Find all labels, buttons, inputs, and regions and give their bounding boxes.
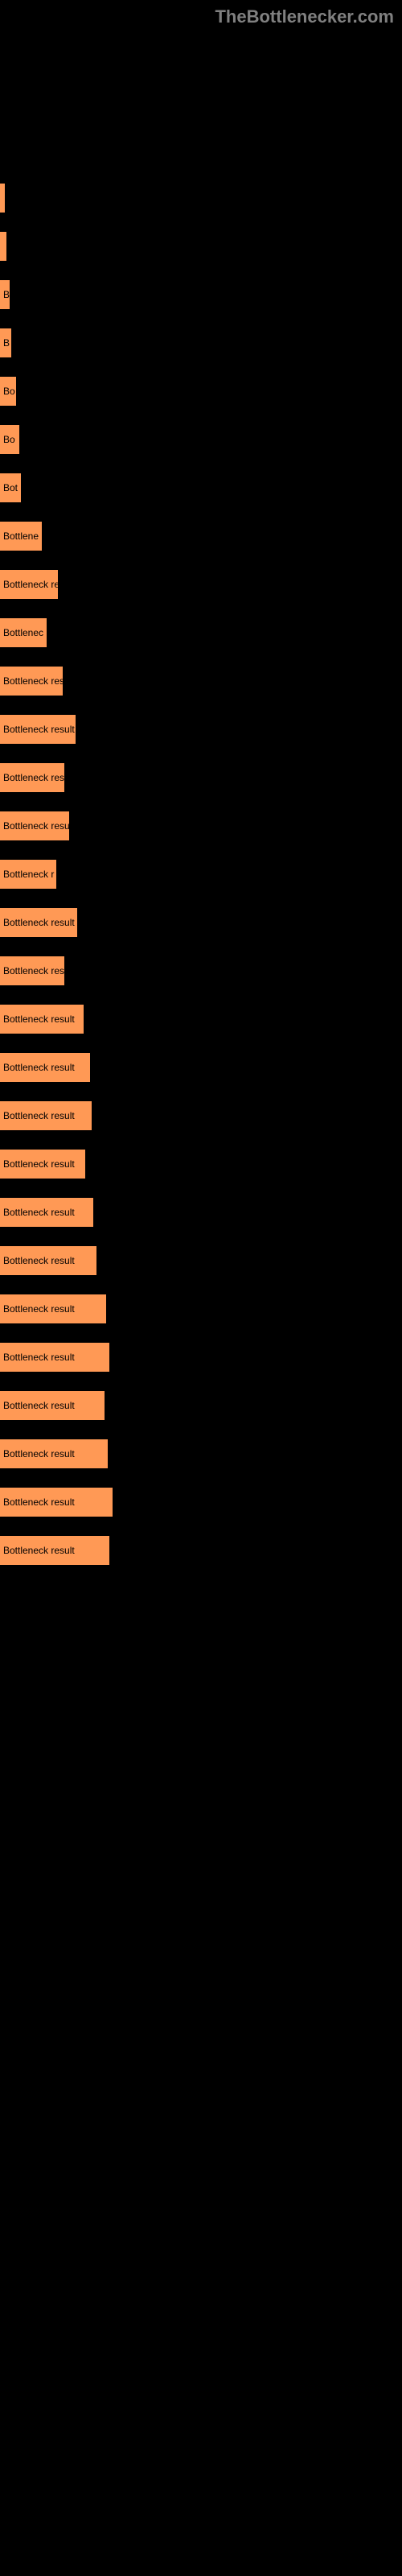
bar-label: B xyxy=(3,289,10,300)
bar-row: Bottleneck result xyxy=(0,1483,402,1521)
bar xyxy=(0,232,6,261)
bar-label: Bottleneck result xyxy=(3,1013,75,1025)
bar: Bottleneck res xyxy=(0,667,63,696)
bar-label: Bottleneck result xyxy=(3,724,75,735)
bar-label: Bottleneck result xyxy=(3,1207,75,1218)
bar: Bottleneck result xyxy=(0,1101,92,1130)
bar: Bottlene xyxy=(0,522,42,551)
bar-label: Bottleneck result xyxy=(3,1496,75,1508)
bar-row: Bottleneck result xyxy=(0,1531,402,1570)
bar-row: Bo xyxy=(0,372,402,411)
bar-row: Bottleneck res xyxy=(0,952,402,990)
bar-row: Bottleneck result xyxy=(0,1435,402,1473)
bar-label: Bottleneck result xyxy=(3,1062,75,1073)
bar-row: Bottleneck result xyxy=(0,1241,402,1280)
bar: Bot xyxy=(0,473,21,502)
bar: B xyxy=(0,280,10,309)
bar-label: B xyxy=(3,337,10,349)
bar: Bottleneck result xyxy=(0,1198,93,1227)
bar-label: Bo xyxy=(3,386,15,397)
bar: Bottleneck result xyxy=(0,1488,113,1517)
bar-label: Bottleneck result xyxy=(3,1158,75,1170)
bar-row: Bottleneck result xyxy=(0,1096,402,1135)
bar-row: Bottleneck r xyxy=(0,855,402,894)
bar-row xyxy=(0,227,402,266)
bar: Bottleneck r xyxy=(0,860,56,889)
bar-label: Bottleneck r xyxy=(3,869,54,880)
bar: Bottleneck re xyxy=(0,570,58,599)
bar: Bottlenec xyxy=(0,618,47,647)
bar-label: Bottlenec xyxy=(3,627,43,638)
bar: Bottleneck res xyxy=(0,763,64,792)
bar-row: Bottleneck result xyxy=(0,1290,402,1328)
bar-row: Bottleneck res xyxy=(0,662,402,700)
bar-row: Bottleneck result xyxy=(0,1000,402,1038)
bar: Bo xyxy=(0,425,19,454)
bar: Bottleneck result xyxy=(0,1391,105,1420)
bar-row xyxy=(0,179,402,217)
bar: Bottleneck resu xyxy=(0,811,69,840)
bar-chart: B B Bo Bo Bot Bottlene Bottleneck re Bottlenec B… xyxy=(0,34,402,1612)
bar: Bo xyxy=(0,377,16,406)
bar-label: Bottleneck result xyxy=(3,1545,75,1556)
bar-row: Bottleneck result xyxy=(0,1386,402,1425)
bar-row: Bottlene xyxy=(0,517,402,555)
bar-label: Bottleneck resu xyxy=(3,820,69,832)
bar: Bottleneck result xyxy=(0,715,76,744)
bar xyxy=(0,184,5,213)
bar-row: Bottleneck result xyxy=(0,1048,402,1087)
bar: Bottleneck result xyxy=(0,1294,106,1323)
bar-row: Bottleneck result xyxy=(0,1145,402,1183)
bar: Bottleneck result xyxy=(0,1246,96,1275)
header: TheBottlenecker.com xyxy=(0,0,402,34)
bar-row: B xyxy=(0,324,402,362)
bar: Bottleneck result xyxy=(0,1439,108,1468)
bar-label: Bo xyxy=(3,434,15,445)
bar: Bottleneck result xyxy=(0,1053,90,1082)
brand-text: TheBottlenecker.com xyxy=(215,6,394,27)
bar-row: Bottlenec xyxy=(0,613,402,652)
bar-label: Bot xyxy=(3,482,18,493)
bar-label: Bottleneck result xyxy=(3,1400,75,1411)
bar: Bottleneck result xyxy=(0,1150,85,1179)
bar-label: Bottleneck result xyxy=(3,1448,75,1459)
bar: Bottleneck result xyxy=(0,908,77,937)
bar-row: Bottleneck result xyxy=(0,903,402,942)
bar-label: Bottleneck result xyxy=(3,1255,75,1266)
bar-label: Bottleneck result xyxy=(3,917,75,928)
bar: Bottleneck result xyxy=(0,1343,109,1372)
bar: Bottleneck result xyxy=(0,1536,109,1565)
bar-row: Bottleneck result xyxy=(0,1193,402,1232)
bar-label: Bottleneck res xyxy=(3,675,63,687)
bar-row: Bottleneck result xyxy=(0,1338,402,1377)
bar-label: Bottleneck result xyxy=(3,1110,75,1121)
bar: Bottleneck result xyxy=(0,1005,84,1034)
bar-row: Bottleneck res xyxy=(0,758,402,797)
bar-label: Bottleneck result xyxy=(3,1303,75,1315)
bar-label: Bottleneck res xyxy=(3,772,64,783)
bar: B xyxy=(0,328,11,357)
bar-row: Bot xyxy=(0,469,402,507)
bar-row: Bottleneck resu xyxy=(0,807,402,845)
bar-label: Bottleneck res xyxy=(3,965,64,976)
bar-row: Bottleneck re xyxy=(0,565,402,604)
bar-row: B xyxy=(0,275,402,314)
bar: Bottleneck res xyxy=(0,956,64,985)
bar-row: Bo xyxy=(0,420,402,459)
bar-label: Bottleneck re xyxy=(3,579,58,590)
bars-container: B B Bo Bo Bot Bottlene Bottleneck re Bottlenec B… xyxy=(0,179,402,1570)
bar-label: Bottlene xyxy=(3,530,39,542)
bar-label: Bottleneck result xyxy=(3,1352,75,1363)
bar-row: Bottleneck result xyxy=(0,710,402,749)
